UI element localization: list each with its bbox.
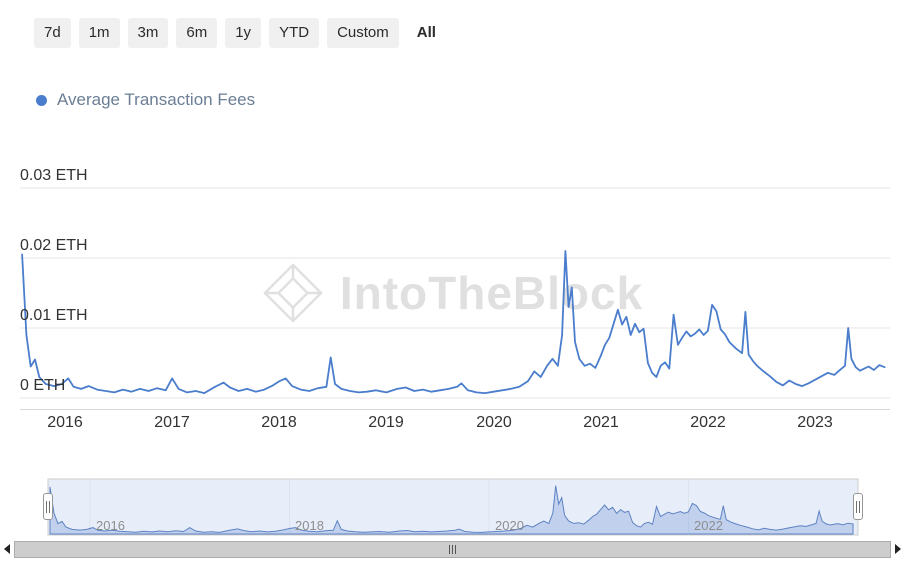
handle-grip-line (46, 500, 47, 513)
scroll-left-icon (4, 544, 10, 554)
legend-label: Average Transaction Fees (57, 90, 256, 109)
navigator-year-label: 2016 (96, 518, 125, 533)
scroll-right-button[interactable] (891, 539, 905, 559)
navigator-mini-chart (47, 478, 859, 536)
navigator-year-label: 2018 (295, 518, 324, 533)
navigator-right-handle[interactable] (853, 493, 863, 520)
handle-grip-line (856, 500, 857, 513)
y-axis-label: 0.02 ETH (20, 237, 88, 254)
y-axis-label: 0.01 ETH (20, 307, 88, 324)
scroll-left-button[interactable] (0, 539, 14, 559)
grip-line (449, 544, 450, 554)
horizontal-scrollbar[interactable] (0, 539, 905, 559)
y-axis-label: 0 ETH (20, 377, 66, 394)
x-axis-label: 2019 (368, 414, 404, 431)
grip-line (452, 544, 453, 554)
navigator-left-handle[interactable] (43, 493, 53, 520)
legend-marker-icon (36, 94, 47, 106)
navigator-year-label: 2020 (495, 518, 524, 533)
grip-line (455, 544, 456, 554)
range-selector: 7d 1m 3m 6m 1y YTD Custom All (34, 18, 446, 48)
x-axis-label: 2020 (476, 414, 512, 431)
range-button-ytd[interactable]: YTD (269, 18, 320, 48)
x-axis-label: 2017 (154, 414, 190, 431)
handle-grip-line (49, 500, 50, 513)
y-axis-label: 0.03 ETH (20, 167, 88, 184)
scrollbar-grip-icon[interactable] (449, 544, 456, 554)
range-button-6m[interactable]: 6m (176, 18, 218, 48)
fees-line-chart (20, 187, 890, 410)
handle-grip-line (859, 500, 860, 513)
scrollbar-track[interactable] (14, 540, 891, 558)
legend-item-average-transaction-fees[interactable]: Average Transaction Fees (36, 90, 255, 110)
x-axis-label: 2021 (583, 414, 619, 431)
range-button-1y[interactable]: 1y (225, 18, 262, 48)
x-axis-label: 2016 (47, 414, 83, 431)
navigator[interactable]: 2016 2018 2020 2022 (0, 470, 905, 536)
range-button-3m[interactable]: 3m (127, 18, 169, 48)
scroll-right-icon (895, 544, 901, 554)
x-axis-label: 2022 (690, 414, 726, 431)
x-axis-label: 2018 (261, 414, 297, 431)
navigator-year-label: 2022 (694, 518, 723, 533)
range-button-custom[interactable]: Custom (327, 18, 399, 48)
range-button-all[interactable]: All (407, 18, 446, 48)
range-button-1m[interactable]: 1m (78, 18, 120, 48)
x-axis-label: 2023 (797, 414, 833, 431)
main-chart-area[interactable]: IntoTheBlock 0.03 ETH 0.02 ETH 0.01 ETH 0 E… (0, 150, 905, 450)
range-button-7d[interactable]: 7d (34, 18, 71, 48)
